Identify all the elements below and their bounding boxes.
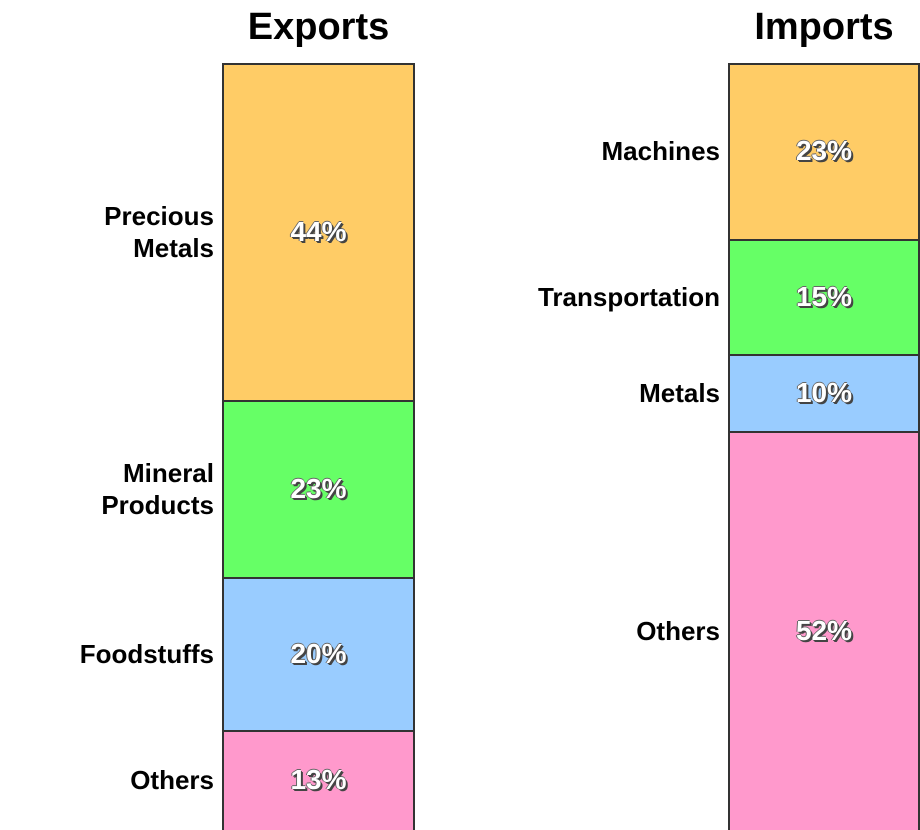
value-label: 10% <box>795 376 853 408</box>
chart-title: Imports <box>754 6 894 48</box>
value-label: 23% <box>290 472 347 504</box>
stack-segment <box>728 63 920 242</box>
category-label: Others <box>130 765 214 796</box>
stack-segment <box>728 354 920 434</box>
value-label: 15% <box>795 280 853 312</box>
category-label: Foodstuffs <box>79 638 214 669</box>
value-label: 13% <box>290 764 347 796</box>
stack-segment <box>728 431 920 830</box>
value-label: 52% <box>795 614 853 646</box>
value-label: 44% <box>290 215 347 247</box>
value-label: 23% <box>795 135 853 167</box>
category-label: Transportation <box>537 281 720 312</box>
stack-segment <box>222 730 415 830</box>
chart-title: Exports <box>247 6 390 48</box>
category-label: Precious Metals <box>104 200 214 263</box>
value-label: 20% <box>290 637 347 669</box>
stack-segment <box>222 63 415 403</box>
stack-segment <box>222 400 415 579</box>
category-label: Others <box>636 615 720 646</box>
stack-segment <box>728 239 920 357</box>
category-label: Machines <box>601 136 721 167</box>
category-label: Metals <box>639 377 720 408</box>
category-label: Mineral Products <box>101 457 214 520</box>
